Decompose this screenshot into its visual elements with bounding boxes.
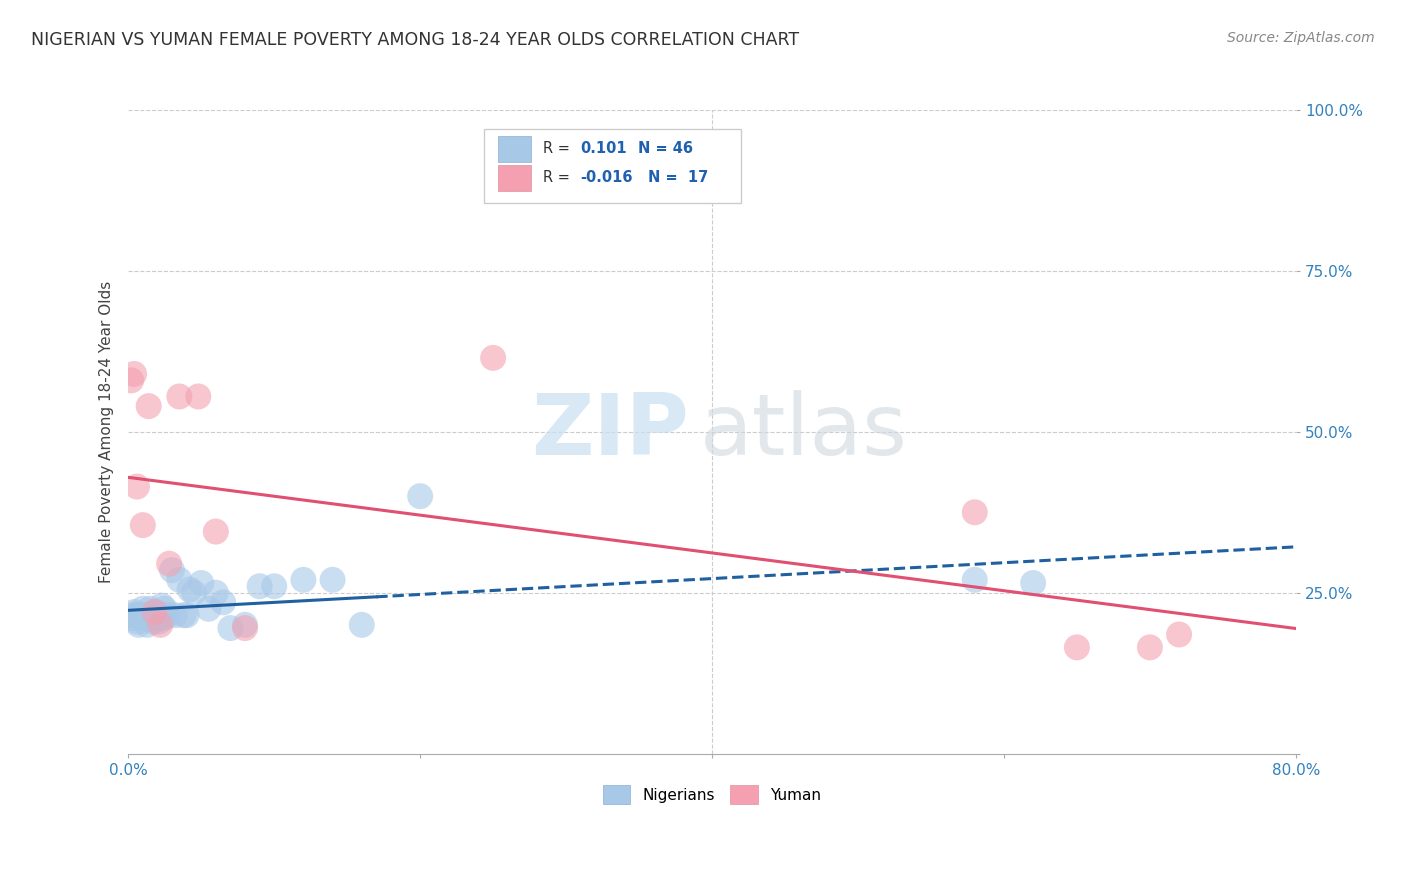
Point xyxy=(204,585,226,599)
Point xyxy=(132,518,155,533)
Point xyxy=(136,618,159,632)
Point xyxy=(149,608,172,623)
Point xyxy=(169,573,191,587)
Point xyxy=(156,608,179,623)
Point xyxy=(124,608,146,623)
Point xyxy=(120,608,142,623)
Point xyxy=(190,576,212,591)
Point xyxy=(135,611,157,625)
Text: -0.016: -0.016 xyxy=(581,170,633,186)
Point xyxy=(322,573,344,587)
Point xyxy=(183,585,205,599)
Text: NIGERIAN VS YUMAN FEMALE POVERTY AMONG 18-24 YEAR OLDS CORRELATION CHART: NIGERIAN VS YUMAN FEMALE POVERTY AMONG 1… xyxy=(31,31,799,49)
Point xyxy=(219,621,242,635)
Text: atlas: atlas xyxy=(700,391,908,474)
Point xyxy=(121,611,143,625)
Point xyxy=(157,557,180,571)
Point xyxy=(132,601,155,615)
Point xyxy=(173,608,195,623)
Point xyxy=(409,489,432,503)
Point xyxy=(146,611,169,625)
Point xyxy=(149,618,172,632)
Point xyxy=(187,389,209,403)
Text: R =: R = xyxy=(543,141,569,156)
Text: N =  17: N = 17 xyxy=(648,170,709,186)
Point xyxy=(1066,640,1088,655)
Point xyxy=(160,563,183,577)
FancyBboxPatch shape xyxy=(498,165,531,191)
Text: ZIP: ZIP xyxy=(531,391,689,474)
Text: Source: ZipAtlas.com: Source: ZipAtlas.com xyxy=(1227,31,1375,45)
Point xyxy=(169,389,191,403)
FancyBboxPatch shape xyxy=(485,129,741,203)
Text: R =: R = xyxy=(543,170,569,186)
Point xyxy=(176,608,198,623)
Legend: Nigerians, Yuman: Nigerians, Yuman xyxy=(596,780,827,810)
Point xyxy=(204,524,226,539)
Point xyxy=(482,351,505,365)
Point xyxy=(129,608,152,623)
Point xyxy=(143,608,166,623)
Point xyxy=(138,608,160,623)
Point xyxy=(122,605,145,619)
Point xyxy=(122,367,145,381)
Point xyxy=(292,573,315,587)
Point xyxy=(212,595,235,609)
Point xyxy=(1139,640,1161,655)
Point xyxy=(233,618,256,632)
Point xyxy=(963,505,986,519)
Point xyxy=(138,399,160,413)
Point xyxy=(134,608,156,623)
Point xyxy=(127,618,149,632)
Point xyxy=(963,573,986,587)
Point xyxy=(125,479,148,493)
Point xyxy=(139,601,162,615)
Point xyxy=(142,615,165,629)
Point xyxy=(1168,627,1191,641)
Point xyxy=(131,611,153,625)
Point xyxy=(148,615,170,629)
Point xyxy=(152,611,174,625)
Point xyxy=(141,611,163,625)
Point xyxy=(125,615,148,629)
Point xyxy=(179,582,201,597)
Point xyxy=(233,621,256,635)
Point xyxy=(163,608,186,623)
Point xyxy=(150,599,173,613)
Point xyxy=(143,605,166,619)
Y-axis label: Female Poverty Among 18-24 Year Olds: Female Poverty Among 18-24 Year Olds xyxy=(100,281,114,583)
Text: N = 46: N = 46 xyxy=(638,141,693,156)
Point xyxy=(1022,576,1045,591)
Point xyxy=(153,601,176,615)
Text: 0.101: 0.101 xyxy=(581,141,627,156)
Point xyxy=(120,373,142,387)
Point xyxy=(249,579,271,593)
Point xyxy=(263,579,285,593)
FancyBboxPatch shape xyxy=(498,136,531,161)
Point xyxy=(197,601,219,615)
Point xyxy=(145,605,167,619)
Point xyxy=(350,618,373,632)
